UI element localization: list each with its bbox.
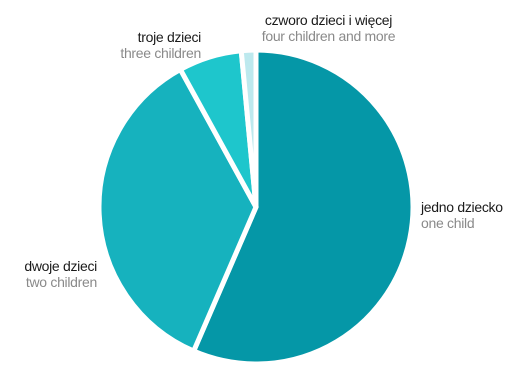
slice-label-two-children: dwoje dzieci two children: [24, 258, 97, 290]
slice-label-one-child: jedno dziecko one child: [421, 199, 503, 231]
slice-label-pl: jedno dziecko: [421, 199, 503, 215]
slice-label-four-children-and-more: czworo dzieci i więcej four children and…: [241, 12, 416, 44]
slice-label-en: one child: [421, 215, 475, 231]
slice-label-pl: troje dzieci: [137, 29, 202, 45]
slice-label-en: three children: [120, 45, 201, 61]
slice-label-en: four children and more: [261, 28, 396, 44]
slice-label-en: two children: [25, 274, 97, 290]
slice-label-pl: dwoje dzieci: [24, 258, 97, 274]
slice-label-pl: czworo dzieci i więcej: [264, 12, 393, 28]
pie-slice-one-child: [190, 47, 416, 365]
slice-label-three-children: troje dzieci three children: [120, 29, 201, 61]
pie-slice-four-children-and-more: [238, 47, 259, 208]
